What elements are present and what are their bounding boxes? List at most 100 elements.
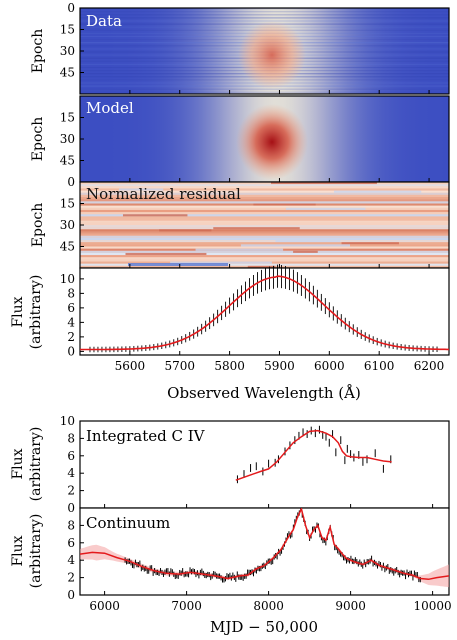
x-tick-label: 6000 [89,599,120,613]
heatmap-residual-row-stripes [80,182,449,268]
heatmap-stripe [80,237,449,241]
y-axis-label-line1: Flux [10,296,26,327]
heatmap-stripe [80,11,449,13]
panel-frame [79,507,450,596]
heatmap-stripe [213,227,300,230]
x-tick-label: 9000 [335,599,366,613]
heatmap-stripe [80,250,449,253]
y-tick-label: 10 [60,414,75,428]
y-tick-label: 4 [67,466,75,480]
heatmap-stripe [80,229,449,232]
x-axis-label: MJD − 50,000 [210,618,318,636]
heatmap-data-panel: Data Epoch 0 15 30 45 [30,1,450,95]
heatmap-residual-panel: Normalized residual Epoch 0 15 30 45 [30,175,450,269]
y-tick-label: 0 [67,1,75,15]
x-tick-label: 7000 [171,599,202,613]
heatmap-stripe [118,188,164,191]
y-tick-label: 45 [60,240,75,254]
x-tick-label: 5900 [264,359,295,373]
heatmap-data-emission-core [238,21,306,89]
heatmap-stripe [80,231,449,234]
y-axis-label-line2: (arbitrary) [28,514,44,589]
y-axis-label-line1: Flux [10,448,26,479]
y-tick-label: 2 [67,571,75,585]
heatmap-stripe [80,190,449,193]
panel-label: Continuum [86,514,170,532]
heatmap-stripe [80,246,449,249]
heatmap-stripe [170,261,272,264]
heatmap-stripe [80,91,449,93]
panel-label: Model [86,99,134,117]
y-tick-label: 0 [67,588,75,602]
y-tick-label: 10 [60,272,75,286]
heatmap-stripe [80,257,449,260]
y-axis-label-line2: (arbitrary) [28,275,44,350]
continuum-panel: 0 2 4 6 8 6000 7000 8000 9000 10000 Continuum Flu… [10,507,452,636]
y-tick-label: 15 [60,23,75,37]
heatmap-stripe [80,209,449,213]
panel-label: Data [86,12,122,30]
model-line [80,508,449,581]
x-tick-label: 5700 [164,359,195,373]
x-tick-label: 8000 [253,599,284,613]
y-tick-label: 0 [67,501,75,515]
integrated-civ-plot [235,425,392,484]
panel-frame [79,420,450,509]
heatmap-stripe [80,252,449,256]
y-tick-label: 15 [60,111,75,125]
heatmap-stripe [253,203,316,206]
y-tick-labels: 0 15 30 45 [60,175,430,268]
y-tick-labels: 0 15 30 45 [60,1,430,94]
heatmap-stripe [80,17,449,19]
heatmap-stripe [80,182,449,185]
heatmap-stripe [80,225,449,228]
heatmap-stripe [80,20,449,22]
heatmap-stripe [80,216,449,219]
y-tick-label: 15 [60,197,75,211]
heatmap-stripe [333,190,422,193]
panel-label: Normalized residual [86,185,241,203]
heatmap-stripe [195,248,284,251]
heatmap-stripe [80,263,449,266]
heatmap-stripe [122,214,188,217]
heatmap-stripe [80,259,449,262]
y-tick-label: 45 [60,154,75,168]
heatmap-stripe [247,265,276,268]
heatmap-stripe [80,235,449,238]
heatmap-stripe [80,184,449,187]
continuum-plot [80,508,449,588]
heatmap-stripe [275,240,341,243]
x-tick-label: 6100 [364,359,395,373]
integrated-civ-axes: 0 2 4 6 8 10 [60,414,434,515]
y-tick-label: 0 [67,175,75,189]
heatmap-stripe [80,186,449,189]
y-axis-label: Epoch [30,203,46,247]
heatmap-stripe [125,252,207,256]
heatmap-stripe [80,220,449,223]
y-tick-label: 30 [60,218,75,232]
heatmap-stripe [270,182,377,185]
panel-frame [79,267,450,356]
y-axis-label: Epoch [30,29,46,73]
heatmap-stripe [80,14,449,16]
y-axis-label-line1: Flux [10,535,26,566]
x-tick-label: 6000 [314,359,345,373]
heatmap-stripe [80,205,449,208]
y-tick-label: 30 [60,44,75,58]
y-tick-label: 45 [60,66,75,80]
model-line [235,429,392,481]
heatmap-stripe [80,242,449,245]
x-tick-label: 5800 [214,359,245,373]
y-tick-label: 4 [67,315,75,329]
heatmap-stripe [80,218,449,221]
y-tick-label: 4 [67,553,75,567]
model-line [80,275,449,351]
x-tick-label: 5600 [115,359,146,373]
y-tick-label: 0 [67,344,75,358]
heatmap-stripe [341,242,399,245]
y-tick-labels: 15 30 45 [60,111,430,182]
heatmap-stripe [80,201,449,204]
heatmap-model-panel: Model Epoch 15 30 45 [30,95,450,183]
